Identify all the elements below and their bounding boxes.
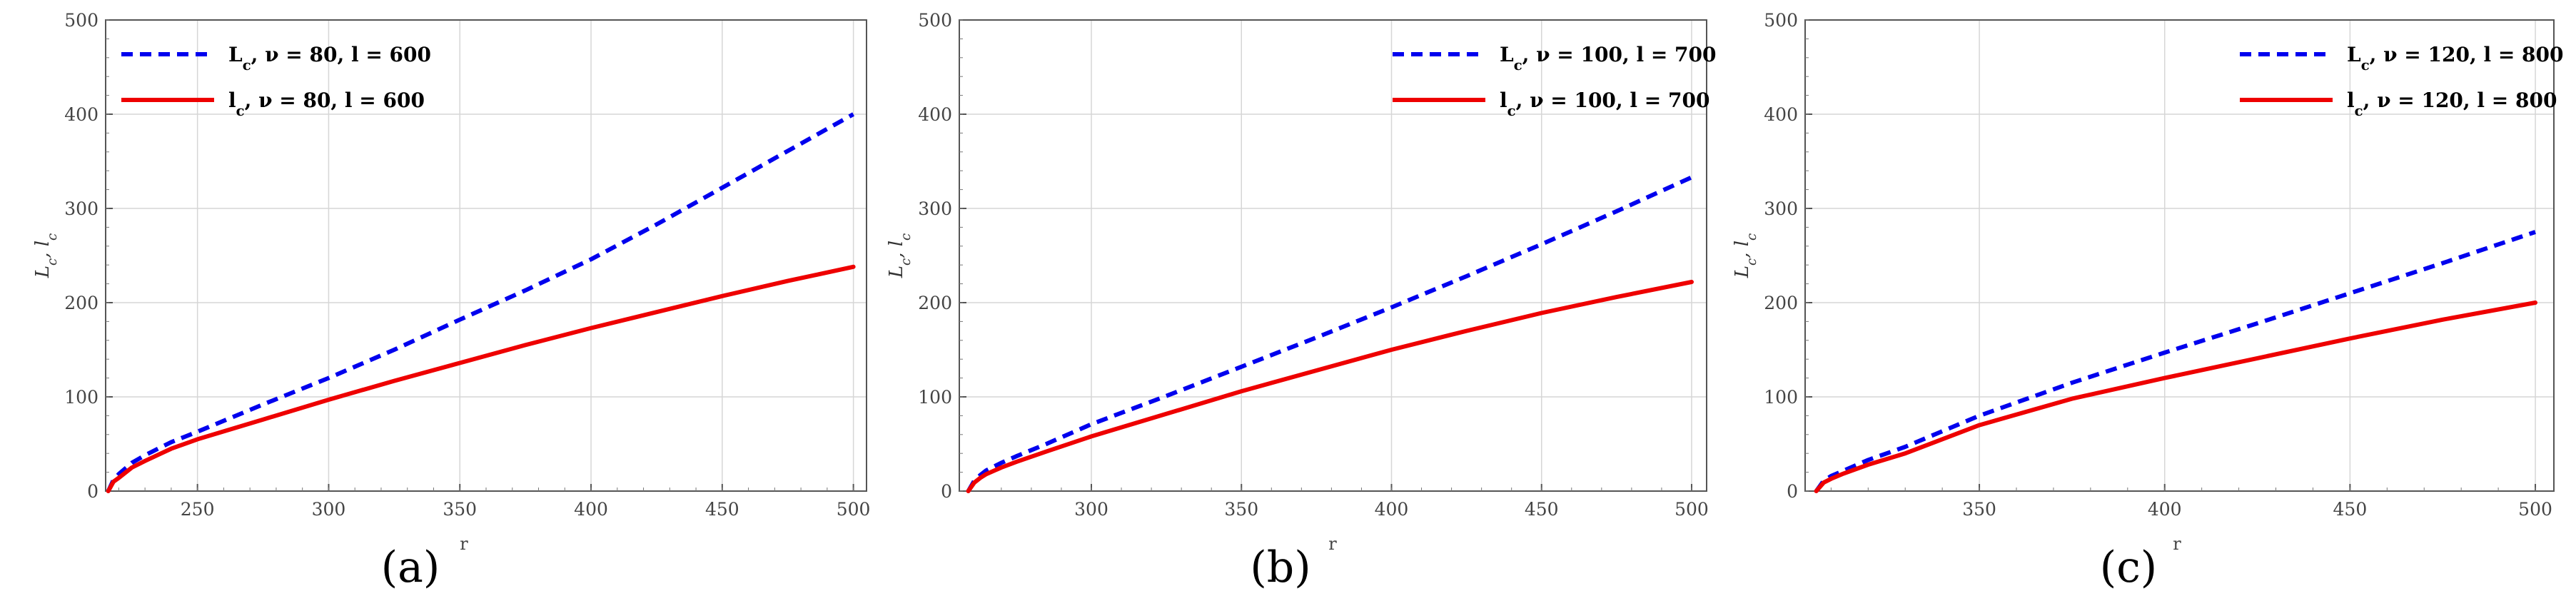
x-axis-label: r	[1328, 534, 1337, 554]
legend-entry: lc, ν = 100, l = 700	[1500, 89, 1709, 119]
x-tick-label: 350	[443, 499, 477, 520]
x-axis-label: r	[2173, 534, 2181, 554]
series-line-Lc	[1814, 230, 2536, 493]
series-line-Lc	[106, 112, 855, 493]
y-tick-label: 300	[1764, 198, 1798, 219]
series-line-lc	[106, 264, 856, 493]
x-tick-label: 350	[1962, 499, 1996, 520]
panel-label: (a)	[381, 542, 440, 592]
x-axis-label: r	[460, 534, 468, 554]
series-line-lc	[1814, 301, 2537, 493]
plot-frame	[959, 19, 1707, 492]
y-tick-label: 500	[1764, 10, 1798, 31]
chart-panel-2: 0 100 200 300 400 500 300 350 400 450 500 Lc, lc r Lc…	[886, 10, 1717, 592]
legend-entry: lc, ν = 120, l = 800	[2347, 89, 2557, 119]
x-tick-label: 450	[705, 499, 739, 520]
y-tick-label: 200	[1764, 293, 1798, 313]
chart-panel-1: 0 100 200 300 400 500 250 300 350 400 450 500 Lc, lc…	[32, 10, 870, 592]
x-tick-label: 400	[1375, 499, 1409, 520]
y-tick-label: 100	[64, 387, 99, 408]
chart-panel-3: 0 100 200 300 400 500 350 400 450 500 Lc, lc r Lc, ν…	[1732, 10, 2564, 592]
y-axis-label: Lc, lc	[1732, 233, 1759, 279]
legend-entry: Lc, ν = 100, l = 700	[1500, 43, 1717, 74]
y-tick-label: 300	[64, 198, 99, 219]
plot-frame	[1804, 19, 2555, 492]
y-tick-label: 500	[918, 10, 952, 31]
x-tick-label: 500	[2518, 499, 2552, 520]
y-tick-label: 200	[918, 293, 952, 313]
panel-label: (c)	[2100, 542, 2157, 592]
y-axis-label: Lc, lc	[886, 233, 914, 279]
y-tick-label: 100	[1764, 387, 1798, 408]
y-tick-label: 400	[918, 104, 952, 125]
x-tick-label: 500	[1675, 499, 1709, 520]
x-tick-label: 400	[574, 499, 608, 520]
y-tick-label: 0	[1787, 481, 1798, 502]
y-tick-label: 400	[1764, 104, 1798, 125]
panel-label: (b)	[1250, 542, 1310, 592]
y-axis-label: Lc, lc	[32, 233, 60, 279]
x-tick-label: 300	[1074, 499, 1108, 520]
y-tick-label: 0	[941, 481, 952, 502]
y-tick-label: 500	[64, 10, 99, 31]
series-line-Lc	[966, 175, 1693, 493]
x-tick-label: 250	[181, 499, 215, 520]
legend-entry: Lc, ν = 120, l = 800	[2347, 43, 2564, 74]
legend: Lc, ν = 100, l = 700 lc, ν = 100, l = 700	[1393, 43, 1717, 119]
x-tick-label: 350	[1224, 499, 1258, 520]
y-tick-label: 400	[64, 104, 99, 125]
x-tick-label: 450	[1525, 499, 1559, 520]
legend: Lc, ν = 80, l = 600 lc, ν = 80, l = 600	[121, 43, 431, 119]
legend: Lc, ν = 120, l = 800 lc, ν = 120, l = 800	[2240, 43, 2564, 119]
legend-entry: lc, ν = 80, l = 600	[228, 89, 425, 119]
x-tick-label: 300	[312, 499, 346, 520]
legend-entry: Lc, ν = 80, l = 600	[228, 43, 431, 74]
y-tick-label: 300	[918, 198, 952, 219]
y-tick-label: 200	[64, 293, 99, 313]
x-tick-label: 450	[2333, 499, 2368, 520]
y-tick-label: 0	[87, 481, 99, 502]
x-tick-label: 400	[2148, 499, 2182, 520]
x-tick-label: 500	[837, 499, 871, 520]
series-line-lc	[966, 280, 1694, 493]
y-tick-label: 100	[918, 387, 952, 408]
